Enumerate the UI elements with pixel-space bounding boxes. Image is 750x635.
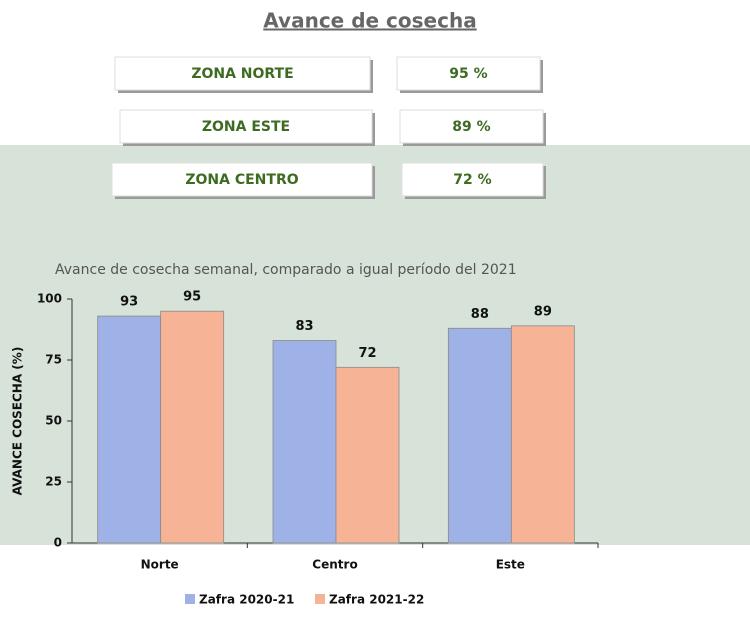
legend-label: Zafra 2021-22 [329, 593, 424, 607]
y-tick-label: 25 [45, 475, 62, 489]
y-tick-label: 100 [37, 292, 62, 306]
bar [335, 366, 400, 544]
bar [510, 325, 575, 544]
data-label: 83 [295, 319, 313, 334]
data-label: 88 [471, 307, 489, 322]
x-tick-label: Este [496, 558, 525, 572]
zone-value: 95 % [449, 66, 487, 82]
chart-title: Avance de cosecha semanal, comparado a i… [55, 262, 517, 278]
y-tick-label: 75 [45, 353, 62, 367]
data-label: 95 [183, 290, 201, 305]
page-title: Avance de cosecha [263, 9, 476, 33]
zone-box [401, 162, 544, 197]
y-tick-label: 50 [45, 414, 62, 428]
zone-value: 89 % [452, 119, 490, 135]
zone-box [119, 109, 373, 144]
bar [97, 315, 162, 544]
y-axis-label: AVANCE COSECHA (%) [11, 347, 25, 496]
zone-label: ZONA ESTE [202, 119, 290, 135]
legend-swatch [185, 594, 195, 604]
data-label: 72 [358, 346, 376, 361]
y-tick-label: 0 [54, 536, 62, 550]
x-tick-label: Centro [312, 558, 357, 572]
x-tick-label: Norte [141, 558, 179, 572]
zone-box [114, 56, 371, 91]
bar [447, 327, 512, 544]
zone-label: ZONA NORTE [191, 66, 293, 82]
zone-table: ZONA NORTE 95 % ZONA ESTE 89 % ZONA CENTRO 72… [111, 56, 546, 199]
zone-box [399, 109, 544, 144]
legend-label: Zafra 2020-21 [199, 593, 294, 607]
bar [272, 340, 337, 544]
data-label: 89 [534, 304, 552, 319]
zone-box [111, 162, 373, 197]
zone-label: ZONA CENTRO [185, 172, 298, 188]
legend-swatch [315, 594, 325, 604]
bar [160, 310, 225, 544]
data-label: 93 [120, 295, 138, 310]
zone-box [396, 56, 541, 91]
zone-value: 72 % [453, 172, 491, 188]
